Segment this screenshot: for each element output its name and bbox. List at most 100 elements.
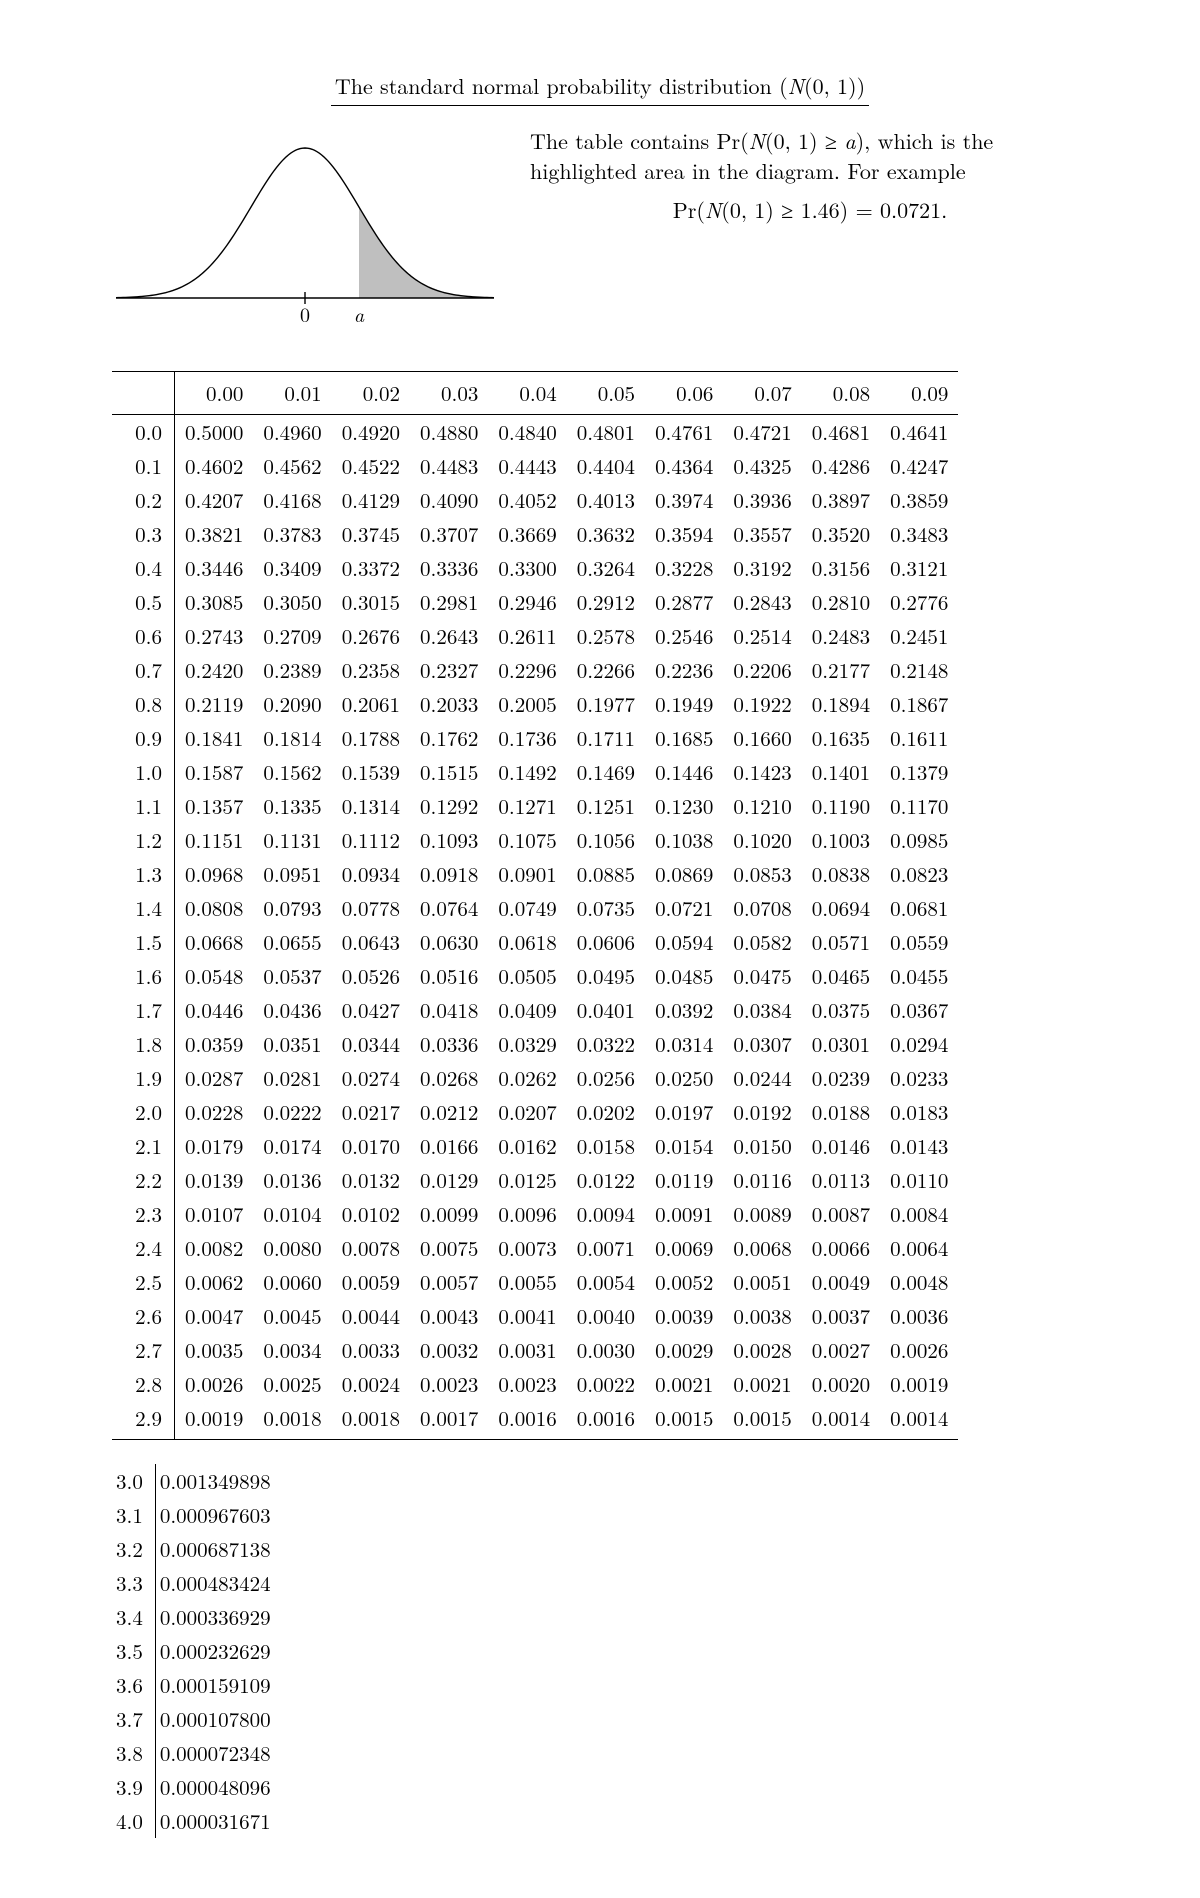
z-cell: 0.0054: [567, 1265, 645, 1299]
z-cell: 0.0069: [645, 1231, 723, 1265]
z-cell: 0.0030: [567, 1333, 645, 1367]
z-row-header: 1.8: [112, 1027, 175, 1061]
z-row-header: 1.5: [112, 925, 175, 959]
z-cell: 0.0401: [567, 993, 645, 1027]
z-cell: 0.3156: [802, 551, 880, 585]
z-cell: 0.4960: [253, 415, 331, 450]
page-title: The standard normal probability distribu…: [331, 70, 869, 106]
z-cell: 0.1131: [253, 823, 331, 857]
z-cell: 0.3974: [645, 483, 723, 517]
z-tail-value: 0.000687138: [155, 1532, 280, 1566]
z-row-header: 1.2: [112, 823, 175, 857]
z-cell: 0.3409: [253, 551, 331, 585]
z-cell: 0.0023: [410, 1367, 488, 1401]
z-cell: 0.0778: [332, 891, 410, 925]
z-cell: 0.0344: [332, 1027, 410, 1061]
z-cell: 0.0418: [410, 993, 488, 1027]
z-cell: 0.0024: [332, 1367, 410, 1401]
z-cell: 0.1711: [567, 721, 645, 755]
z-cell: 0.4721: [723, 415, 801, 450]
z-cell: 0.0721: [645, 891, 723, 925]
z-cell: 0.0015: [723, 1401, 801, 1440]
z-cell: 0.0207: [488, 1095, 566, 1129]
z-cell: 0.1003: [802, 823, 880, 857]
z-cell: 0.0853: [723, 857, 801, 891]
z-cell: 0.4801: [567, 415, 645, 450]
z-cell: 0.3859: [880, 483, 958, 517]
z-cell: 0.0968: [175, 857, 254, 891]
z-cell: 0.0655: [253, 925, 331, 959]
z-cell: 0.0793: [253, 891, 331, 925]
z-cell: 0.0036: [880, 1299, 958, 1333]
z-cell: 0.0113: [802, 1163, 880, 1197]
z-cell: 0.1539: [332, 755, 410, 789]
z-cell: 0.1251: [567, 789, 645, 823]
z-cell: 0.4602: [175, 449, 254, 483]
z-cell: 0.4247: [880, 449, 958, 483]
z-cell: 0.0256: [567, 1061, 645, 1095]
z-cell: 0.1423: [723, 755, 801, 789]
z-cell: 0.0018: [332, 1401, 410, 1440]
z-cell: 0.0066: [802, 1231, 880, 1265]
z-cell: 0.0057: [410, 1265, 488, 1299]
z-cell: 0.3821: [175, 517, 254, 551]
z-row-header: 0.9: [112, 721, 175, 755]
z-cell: 0.0021: [645, 1367, 723, 1401]
z-cell: 0.0170: [332, 1129, 410, 1163]
z-col-header: 0.04: [488, 372, 566, 415]
z-cell: 0.2709: [253, 619, 331, 653]
z-cell: 0.0019: [880, 1367, 958, 1401]
z-cell: 0.0571: [802, 925, 880, 959]
z-row-header: 2.2: [112, 1163, 175, 1197]
z-cell: 0.0294: [880, 1027, 958, 1061]
z-cell: 0.1038: [645, 823, 723, 857]
z-cell: 0.0918: [410, 857, 488, 891]
z-cell: 0.0102: [332, 1197, 410, 1231]
z-cell: 0.0174: [253, 1129, 331, 1163]
z-cell: 0.0051: [723, 1265, 801, 1299]
z-cell: 0.0985: [880, 823, 958, 857]
z-cell: 0.0071: [567, 1231, 645, 1265]
z-col-header: 0.01: [253, 372, 331, 415]
z-cell: 0.3300: [488, 551, 566, 585]
z-cell: 0.0307: [723, 1027, 801, 1061]
z-tail-value: 0.000483424: [155, 1566, 280, 1600]
z-cell: 0.0139: [175, 1163, 254, 1197]
z-cell: 0.0044: [332, 1299, 410, 1333]
z-cell: 0.0132: [332, 1163, 410, 1197]
z-row-header: 2.7: [112, 1333, 175, 1367]
z-cell: 0.1056: [567, 823, 645, 857]
z-cell: 0.2843: [723, 585, 801, 619]
z-cell: 0.0618: [488, 925, 566, 959]
z-cell: 0.0154: [645, 1129, 723, 1163]
z-cell: 0.0537: [253, 959, 331, 993]
z-cell: 0.0823: [880, 857, 958, 891]
z-cell: 0.1292: [410, 789, 488, 823]
z-cell: 0.2296: [488, 653, 566, 687]
normal-curve: [116, 148, 494, 298]
z-cell: 0.0268: [410, 1061, 488, 1095]
z-row-header: 1.7: [112, 993, 175, 1027]
z-cell: 0.0427: [332, 993, 410, 1027]
z-cell: 0.0681: [880, 891, 958, 925]
z-cell: 0.3594: [645, 517, 723, 551]
z-cell: 0.1335: [253, 789, 331, 823]
z-cell: 0.2946: [488, 585, 566, 619]
z-cell: 0.3707: [410, 517, 488, 551]
z-cell: 0.0107: [175, 1197, 254, 1231]
z-cell: 0.1922: [723, 687, 801, 721]
z-cell: 0.3557: [723, 517, 801, 551]
z-cell: 0.0384: [723, 993, 801, 1027]
z-cell: 0.0129: [410, 1163, 488, 1197]
z-cell: 0.3632: [567, 517, 645, 551]
z-cell: 0.2451: [880, 619, 958, 653]
z-cell: 0.0606: [567, 925, 645, 959]
z-cell: 0.2578: [567, 619, 645, 653]
z-cell: 0.1977: [567, 687, 645, 721]
z-cell: 0.0485: [645, 959, 723, 993]
z-cell: 0.0559: [880, 925, 958, 959]
shaded-tail-area: [359, 207, 494, 298]
z-cell: 0.1230: [645, 789, 723, 823]
z-cell: 0.0073: [488, 1231, 566, 1265]
z-cell: 0.0301: [802, 1027, 880, 1061]
